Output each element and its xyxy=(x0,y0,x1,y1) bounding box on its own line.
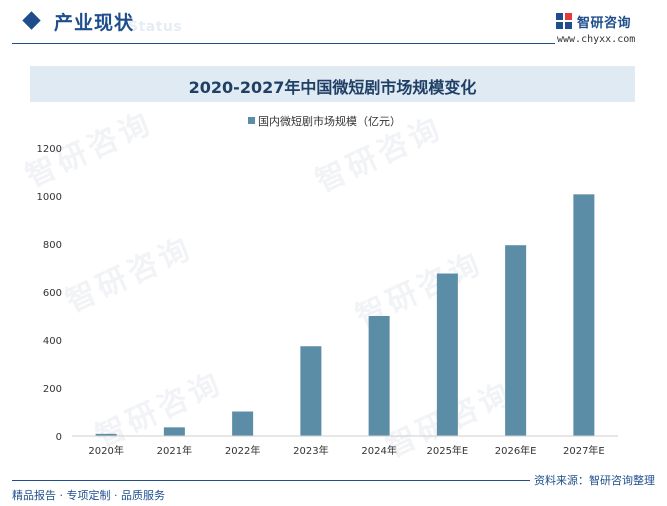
bars xyxy=(95,194,595,436)
y-tick-label: 0 xyxy=(56,432,62,443)
bar xyxy=(163,427,185,436)
x-tick-label: 2020年 xyxy=(88,444,123,457)
y-tick-label: 1000 xyxy=(37,192,62,203)
bar xyxy=(505,245,527,436)
bar xyxy=(368,316,390,436)
brand-url: www.chyxx.com xyxy=(557,34,636,45)
bar xyxy=(232,411,254,436)
y-tick-label: 1200 xyxy=(37,144,62,155)
brand-name: 智研咨询 xyxy=(577,16,632,31)
footer-slogan: 精品报告 · 专项定制 · 品质服务 xyxy=(12,489,165,502)
section-title-en: Status xyxy=(128,19,183,35)
legend-swatch xyxy=(248,117,255,124)
y-tick-label: 400 xyxy=(43,336,62,347)
x-tick-label: 2026年E xyxy=(495,444,537,457)
x-axis: 2020年 2021年 2022年 2023年 2024年 2025年E 2026年E 202… xyxy=(88,444,604,457)
x-tick-label: 2024年 xyxy=(361,444,396,457)
section-title: 产业现状 xyxy=(54,12,135,34)
y-tick-label: 200 xyxy=(43,384,62,395)
x-tick-label: 2021年 xyxy=(157,444,192,457)
bar xyxy=(300,346,322,436)
footer-divider xyxy=(12,480,655,481)
legend-label: 国内微短剧市场规模（亿元） xyxy=(258,114,401,128)
brand-logo-icon xyxy=(556,13,572,29)
x-tick-label: 2025年E xyxy=(426,444,468,457)
x-tick-label: 2027年E xyxy=(563,444,605,457)
chart-legend: 国内微短剧市场规模（亿元） xyxy=(248,114,401,128)
header: Status 产业现状 智研咨询 www.chyxx.com xyxy=(0,0,667,46)
chart-title: 2020-2027年中国微短剧市场规模变化 xyxy=(188,78,477,97)
x-tick-label: 2023年 xyxy=(293,444,328,457)
header-divider xyxy=(12,43,555,44)
bar xyxy=(573,194,595,436)
bar xyxy=(95,433,117,436)
source-note: 资料来源：智研咨询整理 xyxy=(530,472,655,488)
brand: 智研咨询 www.chyxx.com xyxy=(555,10,651,45)
bar xyxy=(436,273,458,436)
y-tick-label: 600 xyxy=(43,288,62,299)
x-tick-label: 2022年 xyxy=(225,444,260,457)
y-axis: 0 200 400 600 800 1000 1200 xyxy=(37,144,62,443)
y-tick-label: 800 xyxy=(43,240,62,251)
chart-title-box: 2020-2027年中国微短剧市场规模变化 xyxy=(30,66,635,102)
